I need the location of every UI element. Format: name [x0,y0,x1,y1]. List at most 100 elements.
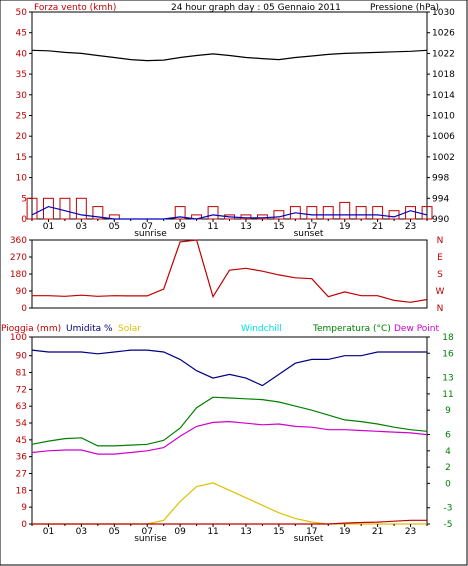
wind-ytick-label: 50 [16,8,28,18]
wind-ytick-label: 10 [16,174,28,184]
weather-right-ytick-label: 6 [445,431,451,441]
weather-hour-label: 03 [76,527,87,537]
pressure-axis-title: Pressione (hPa) [370,3,439,13]
weather-sunset-label: sunset [294,534,324,544]
pressure-ytick-label: 998 [432,174,449,184]
wind-ytick-label: 40 [16,49,28,59]
legend-dewpoint: Dew Point [394,324,440,334]
wind-hour-label: 09 [174,222,186,232]
compass-label: E [437,253,443,263]
wind-axis-title: Forza vento (kmh) [34,3,116,13]
wind-hour-label: 01 [43,222,54,232]
compass-label: S [437,270,443,280]
wind-ytick-label: 20 [16,132,28,142]
weather-left-ytick-label: 54 [16,419,28,429]
wind-ytick-label: 15 [16,153,27,163]
weather-hour-label: 23 [405,527,416,537]
weather-hour-label: 07 [141,527,152,537]
legend-humidity: Umidita % [66,324,113,334]
wind-ytick-label: 30 [16,91,28,101]
weather-right-ytick-label: 11 [442,390,453,400]
pressure-ytick-label: 1026 [432,29,455,39]
weather-hour-label: 05 [109,527,120,537]
compass-label: N [437,236,444,246]
weather-right-ytick-label: 2 [445,463,451,473]
pressure-line [31,49,428,62]
wind-ytick-label: 35 [16,70,27,80]
pressure-ytick-label: 1010 [432,112,455,122]
legend-temperature: Temperatura (°C) [312,324,391,334]
wind-hour-label: 13 [240,222,251,232]
weather-right-ytick-label: 9 [445,406,451,416]
wind-hour-label: 07 [141,222,152,232]
weather-hour-label: 15 [273,527,284,537]
weather-sunrise-label: sunrise [134,534,167,544]
pressure-ytick-label: 990 [432,215,449,225]
weather-hour-label: 21 [372,527,383,537]
weather-hour-label: 17 [306,527,317,537]
weather-right-ytick-label: 0 [445,479,451,489]
weather-left-ytick-label: 63 [16,402,27,412]
direction-ytick-label: 180 [10,270,27,280]
weather-left-ytick-label: 100 [10,333,27,343]
wind-direction-line [32,239,428,303]
weather-right-ytick-label: 18 [442,333,454,343]
pressure-ytick-label: 994 [432,194,449,204]
pressure-ytick-label: 1002 [432,153,455,163]
pressure-ytick-label: 1006 [432,132,455,142]
umidita-line [31,349,427,387]
weather-right-ytick-label: 4 [445,447,451,457]
wind-hour-label: 11 [207,222,218,232]
pressure-ytick-label: 1022 [432,49,455,59]
weather-left-ytick-label: 81 [16,369,27,379]
wind-sunrise-label: sunrise [134,229,167,239]
weather-hour-label: 01 [43,527,54,537]
direction-ytick-label: 360 [10,236,27,246]
direction-ytick-label: 270 [10,253,27,263]
wind-hour-label: 23 [405,222,416,232]
graph-title: 24 hour graph day : 05 Gennaio 2011 [171,3,341,13]
weather-left-ytick-label: 0 [21,520,27,530]
pressure-ytick-label: 1014 [432,91,455,101]
dew-point-line [31,420,428,455]
weather-left-ytick-label: 90 [16,352,28,362]
wind-average-line [31,205,428,220]
panel-weather-legend: Pioggia (mm) Umidita % Solar Windchill T… [1,324,440,334]
wind-ytick-label: 45 [16,29,27,39]
legend-windchill: Windchill [241,324,282,334]
wind-hour-label: 03 [76,222,87,232]
legend-solar: Solar [118,324,141,334]
weather-right-ytick-label: -3 [444,504,453,514]
wind-ytick-label: 0 [21,215,27,225]
weather-hour-label: 09 [174,527,186,537]
compass-label: W [436,287,445,297]
wind-ytick-label: 5 [21,194,27,204]
weather-left-ytick-label: 45 [16,436,27,446]
direction-ytick-label: 90 [16,287,28,297]
direction-ytick-label: 0 [21,304,27,314]
wind-ytick-label: 25 [16,112,27,122]
wind-hour-label: 15 [273,222,284,232]
wind-hour-label: 17 [306,222,317,232]
wind-hour-label: 21 [372,222,383,232]
compass-label: N [437,304,444,314]
legend-rain: Pioggia (mm) [1,324,61,334]
weather-hour-label: 13 [240,527,251,537]
weather-left-ytick-label: 27 [16,470,27,480]
pressure-ytick-label: 1030 [432,8,455,18]
wind-hour-label: 05 [109,222,120,232]
weather-left-ytick-label: 18 [16,486,28,496]
weather-hour-label: 19 [339,527,351,537]
weather-left-ytick-label: 9 [21,503,27,513]
weather-left-ytick-label: 36 [16,453,28,463]
weather-hour-label: 11 [207,527,218,537]
pressure-ytick-label: 1018 [432,70,455,80]
weather-right-ytick-label: 16 [442,349,454,359]
wind-hour-label: 19 [339,222,351,232]
wind-sunset-label: sunset [294,229,324,239]
weather-right-ytick-label: 13 [442,374,453,384]
temperatura-c-line [31,396,428,447]
